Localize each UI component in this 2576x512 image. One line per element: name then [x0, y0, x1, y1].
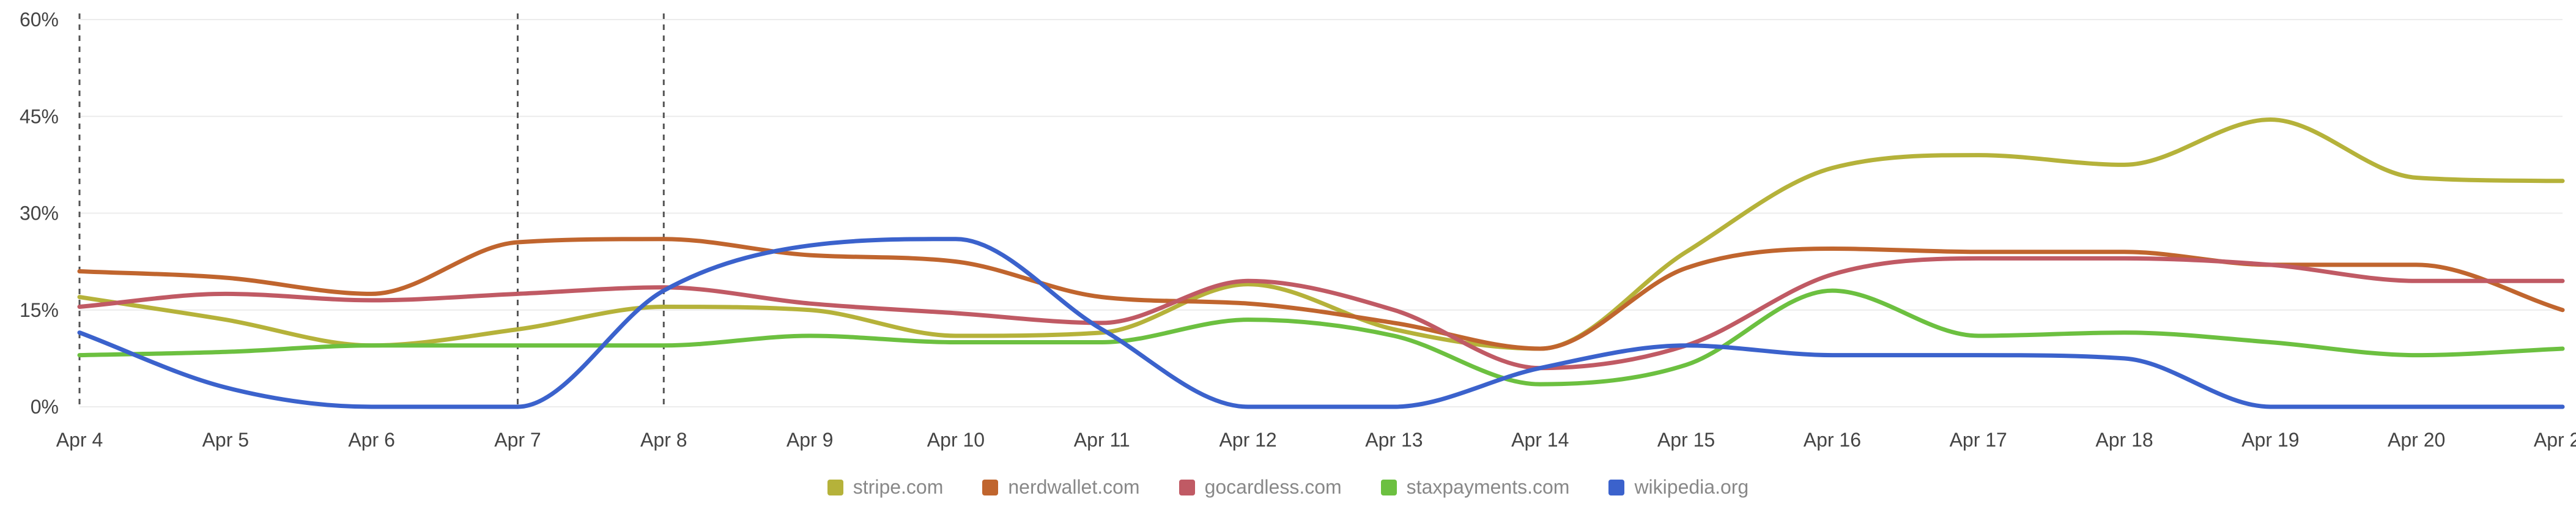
x-tick-label: Apr 21 [2534, 429, 2576, 451]
legend-swatch [1608, 479, 1625, 495]
x-tick-label: Apr 15 [1657, 429, 1715, 451]
x-tick-label: Apr 4 [56, 429, 103, 451]
series-line-nerdwallet-com [77, 237, 2565, 351]
legend: stripe.com nerdwallet.com gocardless.com st… [0, 476, 2576, 499]
y-tick-label: 0% [31, 396, 59, 418]
x-tick-label: Apr 13 [1365, 429, 1423, 451]
legend-swatch [1179, 479, 1195, 495]
marker-lines [78, 13, 665, 407]
legend-item[interactable]: staxpayments.com [1380, 476, 1570, 499]
legend-item[interactable]: gocardless.com [1179, 476, 1342, 499]
grid-lines [80, 19, 2563, 407]
legend-item[interactable]: wikipedia.org [1608, 476, 1749, 499]
series-line-stripe-com [77, 117, 2565, 351]
x-tick-label: Apr 7 [494, 429, 541, 451]
legend-item[interactable]: stripe.com [827, 476, 944, 499]
x-tick-label: Apr 16 [1804, 429, 1861, 451]
x-axis-ticks: Apr 4 Apr 5 Apr 6 Apr 7 Apr 8 Apr 9 Apr 10 Apr … [56, 429, 2576, 451]
x-tick-label: Apr 19 [2241, 429, 2299, 451]
legend-label: staxpayments.com [1406, 476, 1570, 498]
legend-swatch [982, 479, 999, 495]
legend-label: wikipedia.org [1634, 476, 1749, 498]
legend-swatch [1380, 479, 1397, 495]
legend-label: stripe.com [853, 476, 944, 498]
legend-label: gocardless.com [1204, 476, 1342, 498]
y-tick-label: 60% [20, 9, 59, 31]
series-line-gocardless-com [77, 256, 2565, 371]
y-tick-label: 45% [20, 105, 59, 127]
y-tick-label: 15% [20, 299, 59, 321]
x-tick-label: Apr 5 [202, 429, 249, 451]
x-tick-label: Apr 8 [640, 429, 687, 451]
legend-label: nerdwallet.com [1008, 476, 1140, 498]
x-tick-label: Apr 6 [348, 429, 394, 451]
y-axis-ticks: 0% 15% 30% 45% 60% [20, 9, 59, 418]
x-tick-label: Apr 14 [1511, 429, 1569, 451]
x-tick-label: Apr 12 [1219, 429, 1276, 451]
y-tick-label: 30% [20, 202, 59, 224]
x-tick-label: Apr 20 [2388, 429, 2445, 451]
x-tick-label: Apr 10 [927, 429, 985, 451]
x-tick-label: Apr 9 [786, 429, 833, 451]
x-tick-label: Apr 11 [1074, 429, 1130, 451]
x-tick-label: Apr 17 [1950, 429, 2007, 451]
series-line-wikipedia-org [77, 237, 2565, 409]
legend-swatch [827, 479, 843, 495]
series-lines [77, 117, 2565, 409]
legend-item[interactable]: nerdwallet.com [982, 476, 1140, 499]
series-line-staxpayments-com [77, 288, 2565, 387]
x-tick-label: Apr 18 [2095, 429, 2153, 451]
